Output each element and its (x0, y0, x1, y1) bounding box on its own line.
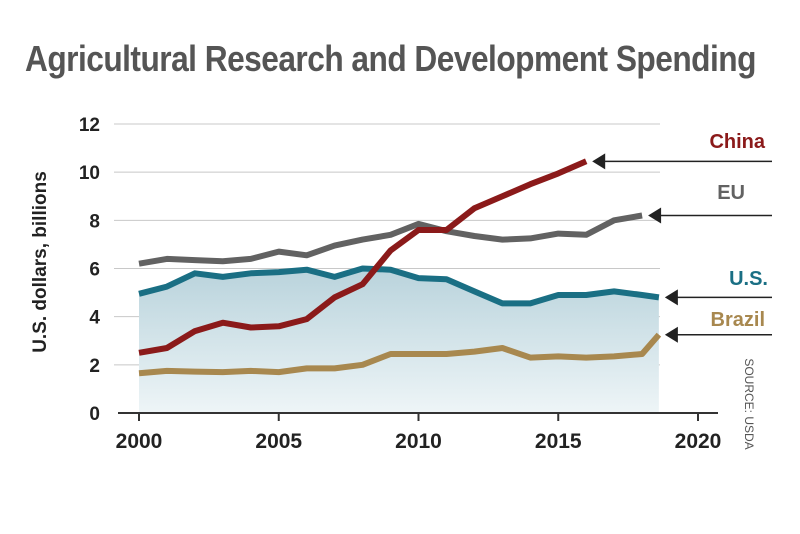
y-tick-label-6: 6 (89, 260, 100, 281)
x-tick-label-2000: 2000 (116, 430, 163, 453)
x-tick-label-2020: 2020 (675, 430, 722, 453)
y-tick-label-8: 8 (89, 211, 100, 232)
y-axis-label: U.S. dollars, billions (30, 171, 51, 353)
axes: 0 2 4 6 8 10 12 2000 2005 2010 2015 2020 (79, 115, 722, 453)
y-tick-label-4: 4 (89, 308, 100, 329)
series-line-us (138, 265, 660, 307)
callout-arrow-us (664, 289, 678, 306)
series-lines (138, 158, 662, 377)
series-line-china (138, 158, 588, 356)
callout-arrow-brazil (664, 326, 678, 343)
y-tick-label-2: 2 (89, 356, 100, 377)
callout-arrow-eu (648, 207, 662, 224)
us-area (139, 268, 659, 413)
series-line-brazil (138, 332, 662, 377)
legend-label-china: China (709, 131, 765, 153)
us-area-fill (139, 268, 659, 413)
series-line-eu (138, 212, 643, 267)
chart-title: Agricultural Research and Development Sp… (25, 38, 756, 79)
y-tick-label-12: 12 (79, 115, 100, 136)
x-tick-label-2010: 2010 (395, 430, 442, 453)
x-tick-label-2005: 2005 (255, 430, 302, 453)
x-tick-label-2015: 2015 (535, 430, 582, 453)
y-tick-label-0: 0 (89, 404, 100, 425)
legend-label-us: U.S. (729, 268, 768, 290)
callout-arrow-china (592, 153, 606, 170)
y-tick-label-10: 10 (79, 163, 100, 184)
legend-label-eu: EU (717, 182, 745, 204)
legend-callouts: China EU U.S. Brazil (592, 131, 772, 343)
legend-label-brazil: Brazil (711, 309, 765, 331)
source-note: SOURCE: USDA (742, 358, 756, 449)
